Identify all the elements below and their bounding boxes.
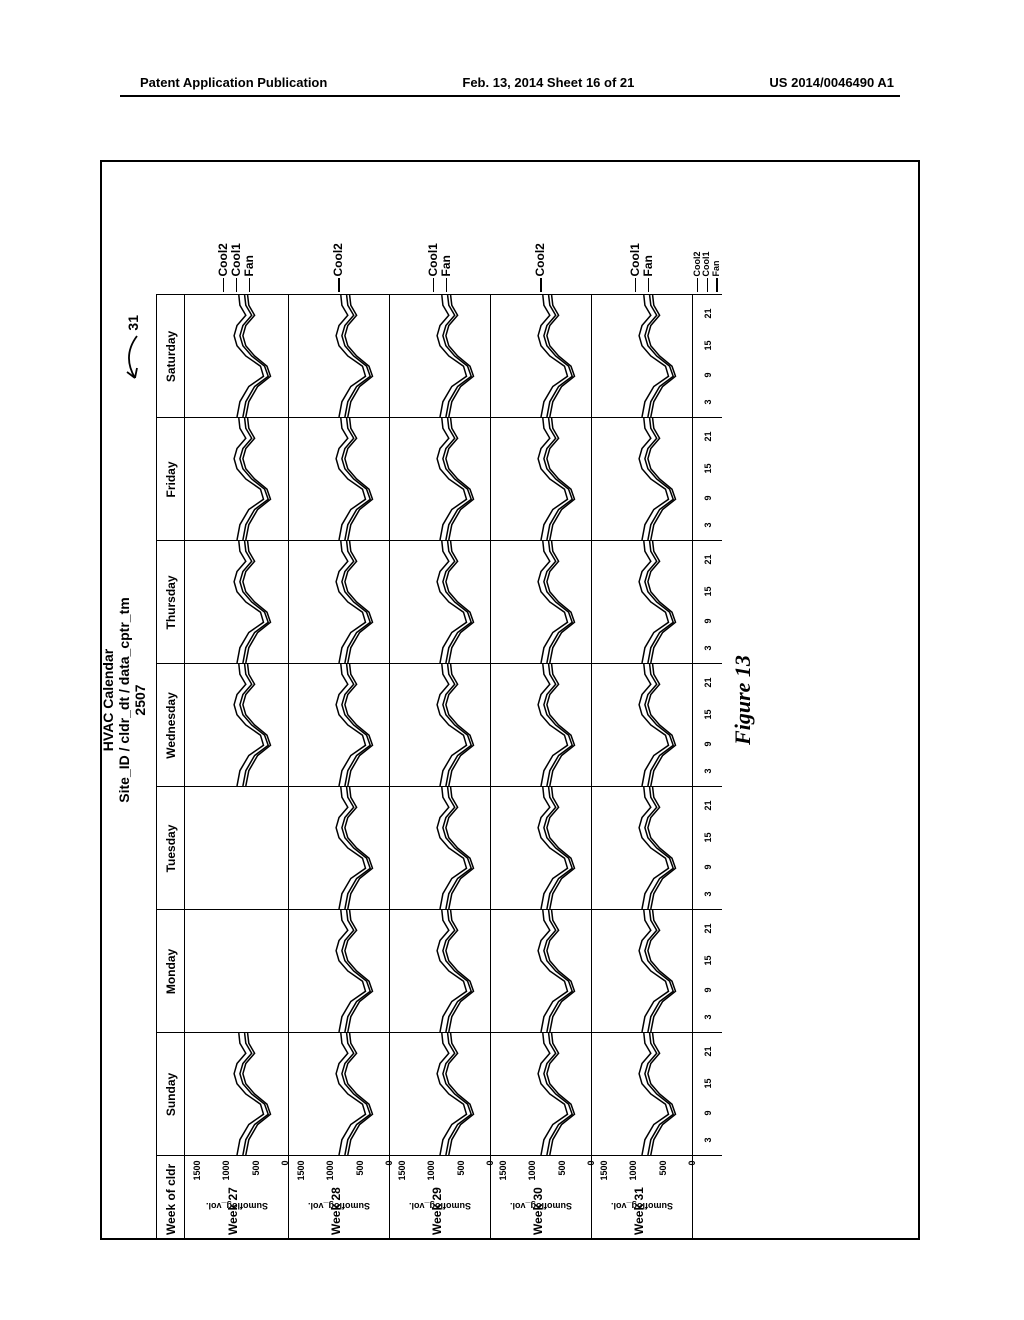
x-ticks: 391521 (693, 1033, 723, 1156)
legend: Cool2Cool1Fan (185, 241, 289, 295)
callout-31: 31 (125, 315, 141, 331)
panel (185, 295, 289, 418)
panel (289, 418, 390, 541)
panel (289, 664, 390, 787)
callout-arrow-icon (117, 331, 145, 386)
panel (592, 664, 693, 787)
x-ticks: 391521 (693, 295, 723, 418)
day-head-sat: Saturday (157, 295, 185, 418)
week-label: Week 27Sumoflog_vol.050010001500 (185, 1156, 289, 1240)
panel (491, 910, 592, 1033)
chart-inner: HVAC Calendar Site_ID / cldr_dt / data_c… (100, 160, 920, 1240)
panel (592, 295, 693, 418)
panel (592, 541, 693, 664)
day-header-row: Week of cldr Sunday Monday Tuesday Wedne… (157, 241, 185, 1240)
figure-caption: Figure 13 (730, 160, 756, 1240)
day-head-wed: Wednesday (157, 664, 185, 787)
x-ticks: 391521 (693, 418, 723, 541)
chart-title-line1: HVAC Calendar (100, 160, 116, 1240)
week-label: Week 30Sumoflog_vol.050010001500 (491, 1156, 592, 1240)
panel (491, 1033, 592, 1156)
panel (491, 541, 592, 664)
panel (491, 787, 592, 910)
panel (390, 664, 491, 787)
x-ticks: 391521 (693, 541, 723, 664)
patent-header: Patent Application Publication Feb. 13, … (0, 75, 1024, 90)
x-ticks: 391521 (693, 787, 723, 910)
x-ticks: 391521 (693, 664, 723, 787)
corner-label: Week of cldr (157, 1156, 185, 1240)
panel (185, 541, 289, 664)
week-label: Week 31Sumoflog_vol.050010001500 (592, 1156, 693, 1240)
panel (592, 1033, 693, 1156)
legend-bottom: Cool2Cool1Fan (693, 241, 723, 295)
day-head-tue: Tuesday (157, 787, 185, 910)
panel (390, 295, 491, 418)
day-head-fri: Friday (157, 418, 185, 541)
week-label: Week 29Sumoflog_vol.050010001500 (390, 1156, 491, 1240)
panel (289, 541, 390, 664)
panel (491, 295, 592, 418)
legend: Cool1Fan (592, 241, 693, 295)
panel (289, 787, 390, 910)
panel (390, 787, 491, 910)
panel (289, 1033, 390, 1156)
panel (185, 1033, 289, 1156)
panel (390, 418, 491, 541)
week-row: Week 29Sumoflog_vol.050010001500 Cool1Fa… (390, 241, 491, 1240)
panel (390, 1033, 491, 1156)
panel (185, 418, 289, 541)
legend: Cool2 (491, 241, 592, 295)
callout-label: 31 (125, 315, 141, 331)
panel (491, 664, 592, 787)
panel (185, 787, 289, 910)
panel (390, 910, 491, 1033)
week-label: Week 28Sumoflog_vol.050010001500 (289, 1156, 390, 1240)
legend: Cool2 (289, 241, 390, 295)
week-row: Week 28Sumoflog_vol.050010001500 Cool2 (289, 241, 390, 1240)
panel (289, 910, 390, 1033)
panel (592, 787, 693, 910)
header-center: Feb. 13, 2014 Sheet 16 of 21 (462, 75, 634, 90)
panel (390, 541, 491, 664)
panel (491, 418, 592, 541)
panel (592, 910, 693, 1033)
header-right: US 2014/0046490 A1 (769, 75, 894, 90)
legend: Cool1Fan (390, 241, 491, 295)
panel (185, 910, 289, 1033)
header-left: Patent Application Publication (140, 75, 327, 90)
calendar-grid: Week of cldr Sunday Monday Tuesday Wedne… (156, 240, 722, 1240)
panel (592, 418, 693, 541)
week-row: Week 27Sumoflog_vol.050010001500 Cool2Co… (185, 241, 289, 1240)
day-head-thu: Thursday (157, 541, 185, 664)
x-ticks: 391521 (693, 910, 723, 1033)
week-row: Week 31Sumoflog_vol.050010001500 Cool1Fa… (592, 241, 693, 1240)
chart-rotated-container: HVAC Calendar Site_ID / cldr_dt / data_c… (0, 290, 1024, 1110)
day-head-sun: Sunday (157, 1033, 185, 1156)
x-axis-row: 3915213915213915213915213915213915213915… (693, 241, 723, 1240)
header-divider (120, 95, 900, 97)
panel (185, 664, 289, 787)
week-row: Week 30Sumoflog_vol.050010001500 Cool2 (491, 241, 592, 1240)
day-head-mon: Monday (157, 910, 185, 1033)
panel (289, 295, 390, 418)
